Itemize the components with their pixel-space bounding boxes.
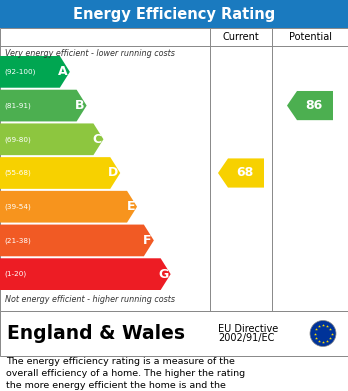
Text: (81-91): (81-91): [4, 102, 31, 109]
Text: (92-100): (92-100): [4, 68, 35, 75]
Text: England & Wales: England & Wales: [7, 324, 185, 343]
Text: F: F: [143, 234, 152, 247]
Text: EU Directive: EU Directive: [218, 325, 278, 334]
Polygon shape: [0, 124, 103, 155]
Text: Very energy efficient - lower running costs: Very energy efficient - lower running co…: [5, 49, 175, 58]
Polygon shape: [0, 191, 137, 222]
Text: (55-68): (55-68): [4, 170, 31, 176]
Text: C: C: [92, 133, 102, 146]
Text: Potential: Potential: [288, 32, 332, 42]
Polygon shape: [218, 158, 264, 188]
Polygon shape: [0, 157, 120, 189]
Polygon shape: [0, 224, 154, 256]
Text: Not energy efficient - higher running costs: Not energy efficient - higher running co…: [5, 294, 175, 303]
Text: (1-20): (1-20): [4, 271, 26, 277]
FancyBboxPatch shape: [0, 0, 348, 28]
FancyBboxPatch shape: [0, 28, 348, 311]
Polygon shape: [0, 258, 171, 290]
Text: B: B: [75, 99, 85, 112]
Text: E: E: [127, 200, 135, 213]
FancyBboxPatch shape: [0, 311, 348, 356]
Polygon shape: [0, 90, 87, 122]
Circle shape: [310, 321, 336, 346]
Text: Current: Current: [223, 32, 259, 42]
Text: Energy Efficiency Rating: Energy Efficiency Rating: [73, 7, 275, 22]
Polygon shape: [0, 56, 70, 88]
Text: A: A: [58, 65, 68, 78]
Text: (39-54): (39-54): [4, 203, 31, 210]
Text: 2002/91/EC: 2002/91/EC: [218, 334, 274, 344]
Text: 68: 68: [236, 167, 254, 179]
Text: G: G: [158, 268, 169, 281]
Text: (69-80): (69-80): [4, 136, 31, 143]
Text: (21-38): (21-38): [4, 237, 31, 244]
Text: D: D: [108, 167, 118, 179]
Text: 86: 86: [306, 99, 323, 112]
Polygon shape: [287, 91, 333, 120]
Text: The energy efficiency rating is a measure of the
overall efficiency of a home. T: The energy efficiency rating is a measur…: [6, 357, 245, 391]
